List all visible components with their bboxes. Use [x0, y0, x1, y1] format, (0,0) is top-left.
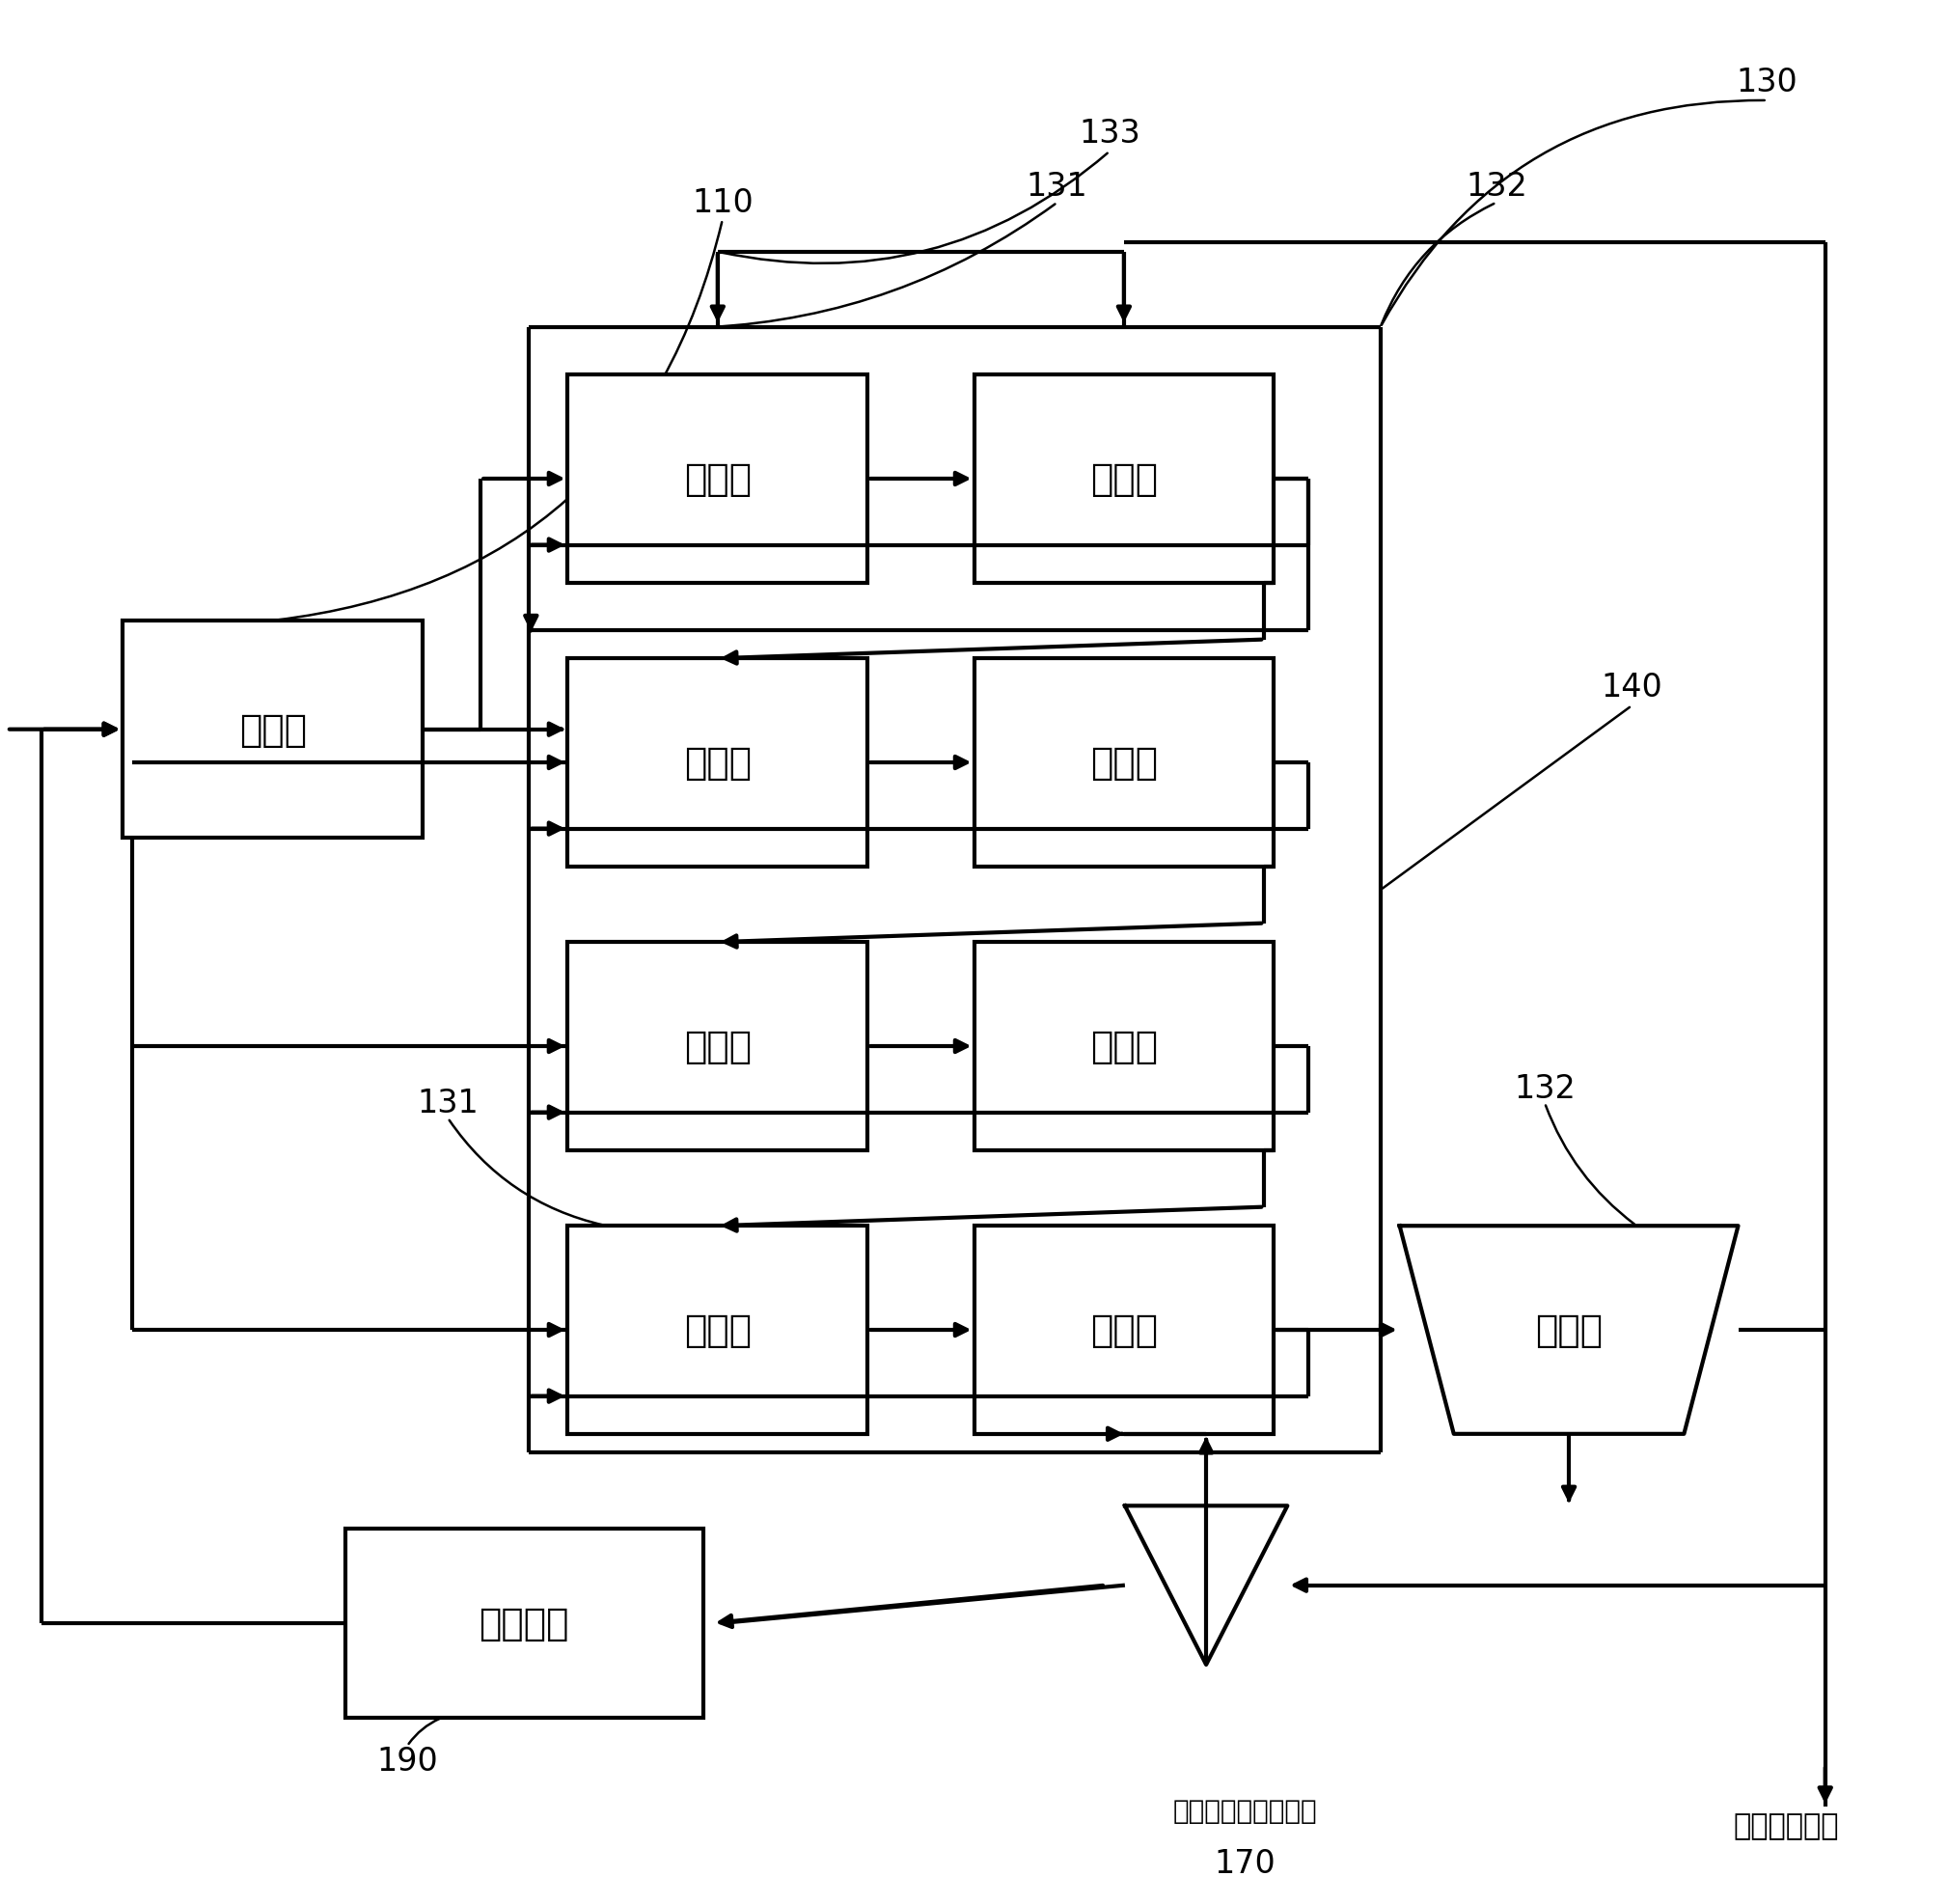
Text: 缺氧池: 缺氧池 [684, 744, 752, 781]
Polygon shape [1124, 1506, 1288, 1664]
Text: （回流污泥浓缩池）: （回流污泥浓缩池） [1173, 1797, 1317, 1824]
Text: 190: 190 [376, 1746, 438, 1776]
Text: 131: 131 [1027, 169, 1087, 202]
Bar [974, 942, 1274, 1150]
Text: 厌氧池: 厌氧池 [240, 712, 306, 748]
Text: 好氧池: 好氧池 [1091, 1312, 1157, 1348]
Text: 140: 140 [1601, 672, 1662, 703]
Bar [974, 659, 1274, 866]
Text: 预缺氧池: 预缺氧池 [479, 1605, 569, 1641]
Text: 缺氧池: 缺氧池 [684, 1312, 752, 1348]
Bar [567, 659, 867, 866]
Bar [567, 1226, 867, 1434]
Text: 110: 110 [692, 187, 754, 219]
Text: 好氧池: 好氧池 [1091, 744, 1157, 781]
Text: 缺氧池: 缺氧池 [684, 1028, 752, 1064]
Bar [974, 1226, 1274, 1434]
Text: 缺氧池: 缺氧池 [684, 461, 752, 497]
Bar [123, 621, 423, 838]
Polygon shape [1399, 1226, 1738, 1434]
Bar [974, 375, 1274, 583]
Text: 好氧池: 好氧池 [1091, 1028, 1157, 1064]
Bar [567, 942, 867, 1150]
Text: 沉淀池: 沉淀池 [1535, 1312, 1603, 1348]
Text: 好氧池: 好氧池 [1091, 461, 1157, 497]
Text: 130: 130 [1736, 67, 1798, 99]
Text: 133: 133 [1079, 118, 1140, 149]
Bar [345, 1529, 703, 1717]
Text: 排放剩余污泥: 排放剩余污泥 [1734, 1811, 1839, 1839]
Text: 132: 132 [1514, 1072, 1576, 1104]
Text: 132: 132 [1465, 169, 1527, 202]
Bar [567, 375, 867, 583]
Text: 170: 170 [1214, 1847, 1276, 1879]
Text: 131: 131 [417, 1087, 479, 1120]
